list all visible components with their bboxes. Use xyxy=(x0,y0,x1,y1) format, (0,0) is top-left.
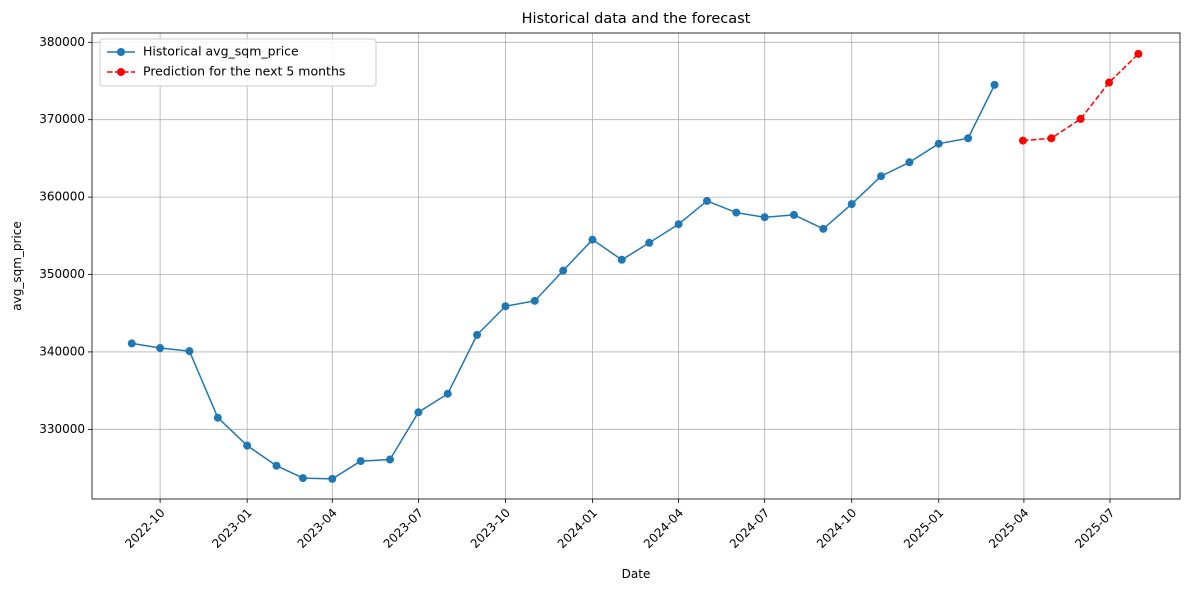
data-point xyxy=(127,339,136,348)
legend-label: Prediction for the next 5 months xyxy=(143,64,345,79)
data-point xyxy=(588,235,597,244)
y-tick-label: 380000 xyxy=(39,35,85,49)
data-point xyxy=(501,302,510,311)
data-point xyxy=(789,210,798,219)
grid xyxy=(92,33,1180,499)
data-point xyxy=(905,158,914,167)
data-point xyxy=(1018,136,1027,145)
y-tick-label: 340000 xyxy=(39,344,85,358)
data-point xyxy=(877,172,886,181)
data-point xyxy=(934,139,943,148)
legend: Historical avg_sqm_price Prediction for t… xyxy=(99,38,377,87)
chart-title: Historical data and the forecast xyxy=(522,11,751,27)
data-point xyxy=(1076,114,1085,123)
series-1 xyxy=(127,80,999,483)
legend-entry: Historical avg_sqm_price xyxy=(107,44,299,59)
data-point xyxy=(617,255,626,264)
x-axis-label: Date xyxy=(622,567,651,581)
data-point xyxy=(443,389,452,398)
data-point xyxy=(1105,78,1114,87)
series-line xyxy=(1022,53,1139,142)
y-tick-label: 330000 xyxy=(39,422,85,436)
data-point xyxy=(732,208,741,217)
legend-marker xyxy=(117,48,125,56)
data-point xyxy=(1134,49,1143,58)
data-point xyxy=(185,347,194,356)
data-point xyxy=(645,238,654,247)
data-point xyxy=(156,344,165,353)
legend-entry: Prediction for the next 5 months xyxy=(107,64,345,79)
data-point xyxy=(530,296,539,305)
data-point xyxy=(559,266,568,275)
legend-label: Historical avg_sqm_price xyxy=(143,44,299,59)
data-point xyxy=(356,457,365,466)
data-point xyxy=(674,220,683,229)
series-layer xyxy=(127,49,1143,483)
plot-area-frame xyxy=(91,32,1181,500)
data-point xyxy=(990,80,999,89)
y-axis: 330000 340000 350000 360000 370000 380000 xyxy=(39,35,92,436)
data-point xyxy=(473,330,482,339)
data-point xyxy=(964,134,973,143)
data-point xyxy=(760,213,769,222)
data-point xyxy=(243,441,252,450)
data-point xyxy=(702,196,711,205)
series-2 xyxy=(1018,49,1143,145)
data-point xyxy=(847,200,856,209)
y-axis-label: avg_sqm_price xyxy=(10,221,24,311)
data-point xyxy=(272,461,281,470)
data-point xyxy=(414,408,423,417)
legend-marker xyxy=(117,68,125,76)
legend-box xyxy=(99,38,377,87)
y-tick-label: 350000 xyxy=(39,267,85,281)
data-point xyxy=(819,224,828,233)
data-point xyxy=(213,413,222,422)
y-tick-label: 360000 xyxy=(39,190,85,204)
data-point xyxy=(328,474,337,483)
data-point xyxy=(1047,134,1056,143)
data-point xyxy=(386,455,395,464)
data-point xyxy=(298,474,307,483)
y-tick-label: 370000 xyxy=(39,112,85,126)
